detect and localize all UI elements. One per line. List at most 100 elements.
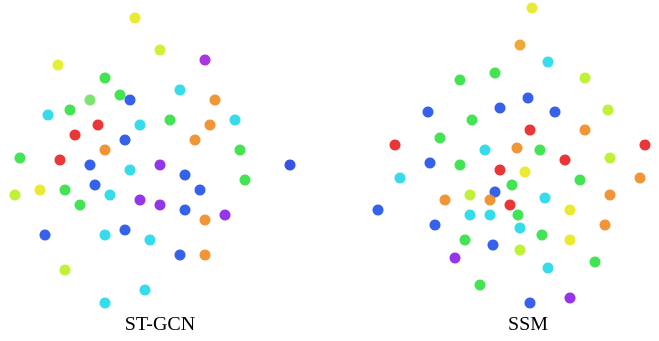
cluster-point	[89, 179, 101, 191]
cluster-point	[204, 119, 216, 131]
cluster-point	[424, 157, 436, 169]
cluster-point	[564, 204, 576, 216]
cluster-point	[234, 144, 246, 156]
cluster-point	[522, 92, 534, 104]
cluster-point	[104, 189, 116, 201]
cluster-point	[372, 204, 384, 216]
cluster-point	[34, 184, 46, 196]
cluster-point	[134, 119, 146, 131]
cluster-point	[394, 172, 406, 184]
cluster-point	[474, 279, 486, 291]
cluster-point	[454, 74, 466, 86]
cluster-point	[99, 144, 111, 156]
cluster-point	[511, 142, 523, 154]
cluster-point	[564, 292, 576, 304]
cluster-point	[52, 59, 64, 71]
cluster-point	[199, 214, 211, 226]
cluster-point	[164, 114, 176, 126]
cluster-point	[174, 84, 186, 96]
cluster-point	[144, 234, 156, 246]
cluster-point	[119, 134, 131, 146]
cluster-point	[84, 94, 96, 106]
cluster-point	[389, 139, 401, 151]
cluster-point	[559, 154, 571, 166]
cluster-point	[464, 189, 476, 201]
cluster-point	[84, 159, 96, 171]
cluster-point	[219, 209, 231, 221]
cluster-point	[534, 144, 546, 156]
cluster-point	[74, 199, 86, 211]
cluster-point	[42, 109, 54, 121]
cluster-point	[542, 56, 554, 68]
cluster-point	[99, 72, 111, 84]
cluster-point	[514, 39, 526, 51]
cluster-point	[154, 199, 166, 211]
cluster-point	[189, 134, 201, 146]
cluster-point	[604, 152, 616, 164]
cluster-point	[64, 104, 76, 116]
cluster-point	[194, 184, 206, 196]
cluster-point	[634, 172, 646, 184]
cluster-point	[434, 132, 446, 144]
cluster-point	[524, 124, 536, 136]
cluster-point	[54, 154, 66, 166]
cluster-point	[199, 54, 211, 66]
cluster-point	[284, 159, 296, 171]
cluster-point	[512, 209, 524, 221]
cluster-point	[239, 174, 251, 186]
cluster-point	[59, 264, 71, 276]
cluster-point	[99, 297, 111, 309]
cluster-point	[539, 192, 551, 204]
cluster-point	[99, 229, 111, 241]
cluster-point	[487, 239, 499, 251]
cluster-point	[489, 186, 501, 198]
cluster-point	[14, 152, 26, 164]
cluster-point	[484, 194, 496, 206]
cluster-point	[9, 189, 21, 201]
cluster-point	[154, 159, 166, 171]
cluster-point	[134, 194, 146, 206]
cluster-point	[174, 249, 186, 261]
cluster-point	[542, 262, 554, 274]
cluster-point	[514, 244, 526, 256]
cluster-point	[589, 256, 601, 268]
cluster-point	[494, 164, 506, 176]
cluster-point	[466, 114, 478, 126]
cluster-point	[506, 179, 518, 191]
cluster-point	[229, 114, 241, 126]
cluster-point	[579, 72, 591, 84]
cluster-point	[39, 229, 51, 241]
cluster-point	[579, 124, 591, 136]
cluster-point	[564, 234, 576, 246]
cluster-point	[129, 12, 141, 24]
panel-title: SSM	[508, 313, 548, 335]
cluster-point	[639, 139, 651, 151]
cluster-point	[604, 189, 616, 201]
cluster-point	[154, 44, 166, 56]
cluster-point	[59, 184, 71, 196]
cluster-point	[479, 144, 491, 156]
cluster-point	[504, 199, 516, 211]
cluster-point	[119, 224, 131, 236]
cluster-point	[179, 204, 191, 216]
cluster-point	[489, 67, 501, 79]
cluster-point	[139, 284, 151, 296]
cluster-point	[124, 94, 136, 106]
cluster-point	[124, 164, 136, 176]
cluster-point	[526, 2, 538, 14]
cluster-point	[179, 169, 191, 181]
cluster-point	[464, 209, 476, 221]
cluster-point	[429, 219, 441, 231]
cluster-point	[519, 166, 531, 178]
cluster-point	[494, 102, 506, 114]
cluster-point	[422, 106, 434, 118]
cluster-point	[439, 194, 451, 206]
cluster-point	[599, 219, 611, 231]
cluster-point	[114, 89, 126, 101]
cluster-point	[69, 129, 81, 141]
cluster-point	[602, 104, 614, 116]
panel-title: ST-GCN	[125, 313, 195, 335]
cluster-point	[574, 174, 586, 186]
